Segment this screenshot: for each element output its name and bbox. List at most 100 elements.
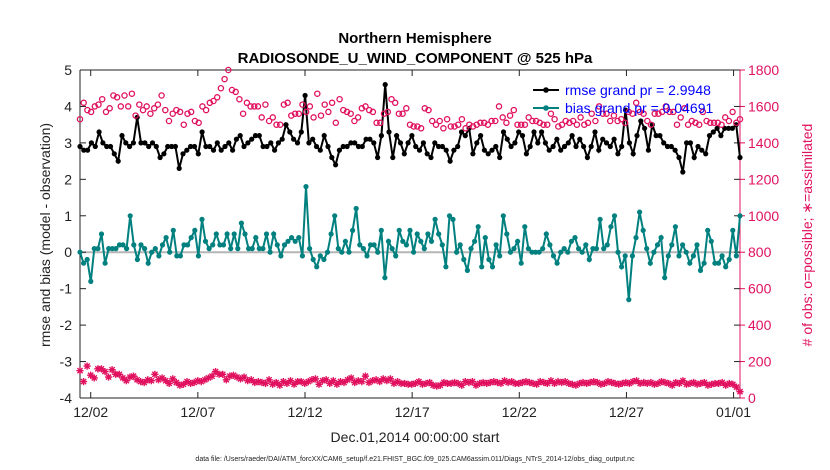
bias-point xyxy=(307,246,313,252)
y-axis-label: rmse and bias (model - observation) xyxy=(37,123,53,347)
possible-point xyxy=(573,121,581,128)
bias-point xyxy=(389,246,395,252)
bias-point xyxy=(199,216,205,222)
possible-point xyxy=(658,108,666,116)
bias-point xyxy=(188,235,194,241)
assimilated-point xyxy=(322,376,330,384)
rmse-point xyxy=(519,133,526,139)
rmse-point xyxy=(355,143,362,150)
assimilated-point xyxy=(201,376,209,384)
assimilated-point xyxy=(500,377,509,385)
assimilated-point xyxy=(508,378,516,386)
possible-point xyxy=(254,103,262,110)
rmse-point xyxy=(348,140,354,146)
bias-point xyxy=(576,246,582,252)
rmse-point xyxy=(333,162,339,168)
bias-point xyxy=(253,235,259,241)
rmse-point xyxy=(581,143,587,150)
bias-point xyxy=(303,184,309,190)
rmse-point xyxy=(726,125,732,131)
assimilated-point xyxy=(600,379,609,388)
rmse-point xyxy=(123,140,129,146)
bias-point xyxy=(134,256,140,263)
assimilated-point xyxy=(622,378,630,387)
possible-point xyxy=(195,119,202,127)
data-file-footnote: data file: /Users/raeder/DAI/ATM_forcXX/… xyxy=(195,456,635,463)
rmse-point xyxy=(737,154,743,161)
bias-point xyxy=(468,246,474,252)
assimilated-point xyxy=(79,378,88,386)
rmse-point xyxy=(718,133,724,139)
rmse-point xyxy=(184,147,190,153)
rmse-point xyxy=(226,140,232,146)
rmse-point xyxy=(451,147,457,153)
rmse-point xyxy=(535,140,541,146)
rmse-point xyxy=(371,140,377,146)
assimilated-point xyxy=(714,379,723,388)
possible-point xyxy=(321,101,328,108)
bias-point xyxy=(131,242,137,248)
possible-point xyxy=(458,115,466,123)
assimilated-point xyxy=(504,378,512,387)
bias-point xyxy=(525,246,532,252)
rmse-point xyxy=(142,140,148,146)
bias-point xyxy=(515,238,521,244)
series-rmse xyxy=(77,82,743,175)
assimilated-point xyxy=(315,380,323,388)
assimilated-point xyxy=(611,379,619,388)
rmse-point xyxy=(542,140,549,146)
rmse-point xyxy=(699,147,705,153)
bias-point xyxy=(726,256,732,263)
bias-point xyxy=(497,253,503,259)
rmse-point xyxy=(596,147,602,153)
bias-point xyxy=(246,246,252,252)
possible-point xyxy=(284,99,291,107)
assimilated-point xyxy=(183,378,191,386)
bias-point xyxy=(633,235,639,241)
possible-point xyxy=(651,110,658,117)
assimilated-point xyxy=(290,380,298,388)
assimilated-point xyxy=(668,381,676,389)
bias-point xyxy=(149,249,155,255)
possible-point xyxy=(217,84,225,92)
possible-point xyxy=(547,110,555,117)
assimilated-point xyxy=(679,377,687,385)
rmse-point xyxy=(714,125,720,131)
bias-point xyxy=(500,213,506,219)
possible-point xyxy=(584,119,592,127)
rmse-point xyxy=(668,143,674,150)
assimilated-point xyxy=(575,379,584,388)
rmse-point xyxy=(588,143,594,150)
possible-point xyxy=(291,110,299,117)
rmse-point xyxy=(523,151,530,157)
bias-point xyxy=(737,213,743,219)
possible-point xyxy=(169,110,176,117)
bias-point xyxy=(382,275,388,281)
possible-point xyxy=(273,121,280,128)
series-possible xyxy=(76,66,744,132)
bias-point xyxy=(317,253,323,259)
rmse-point xyxy=(554,136,560,142)
rmse-point xyxy=(680,169,686,175)
bias-point xyxy=(446,213,453,219)
bias-point xyxy=(629,253,636,259)
rmse-point xyxy=(695,143,701,150)
possible-point xyxy=(202,106,210,114)
assimilated-point xyxy=(465,378,473,387)
possible-point xyxy=(477,119,484,127)
possible-point xyxy=(180,121,188,128)
possible-point xyxy=(76,115,84,123)
assimilated-point xyxy=(129,372,138,380)
bias-point xyxy=(680,242,686,248)
possible-point xyxy=(428,117,436,125)
rmse-point xyxy=(378,133,384,139)
rmse-point xyxy=(504,136,510,142)
bias-point xyxy=(550,253,557,259)
rmse-point xyxy=(138,140,144,146)
rmse-point xyxy=(653,133,659,139)
possible-point xyxy=(113,94,121,101)
possible-point xyxy=(447,123,455,130)
assimilated-point xyxy=(483,379,491,388)
rmse-point xyxy=(92,143,98,150)
possible-point xyxy=(710,119,718,127)
